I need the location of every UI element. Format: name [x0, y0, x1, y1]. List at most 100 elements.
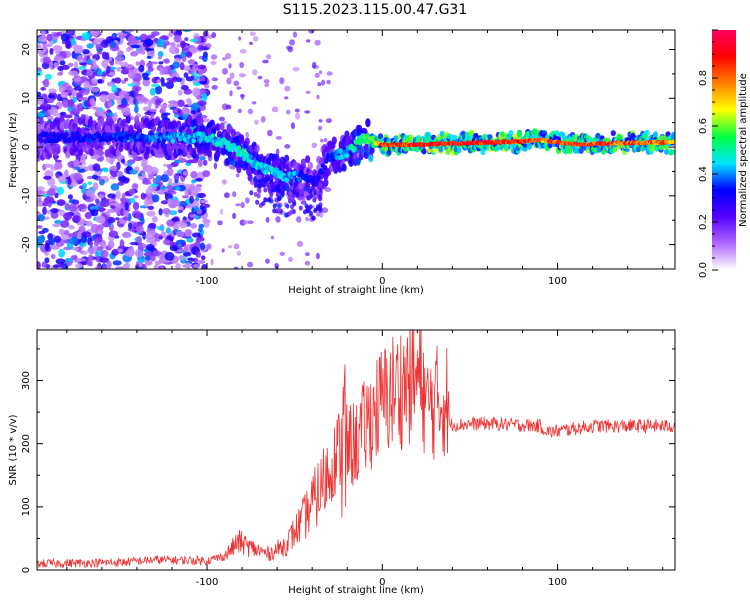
spectrogram-tail-cell	[258, 174, 263, 180]
spectrogram-noise-cell	[67, 194, 73, 200]
spectrogram-ridge-cell	[145, 146, 151, 155]
spectrogram-noise-cell	[245, 197, 250, 204]
spectrogram-ridge-cell	[171, 142, 177, 151]
spectrogram-noise-cell	[116, 67, 121, 72]
spectrogram-ridge-cell	[77, 148, 84, 157]
spectrogram-noise-cell	[147, 99, 152, 108]
spectrogram-noise-cell	[44, 196, 55, 203]
spectrogram-noise-cell	[326, 79, 331, 85]
spectrogram-tail-cell	[275, 192, 280, 198]
spectrogram-noise-cell	[262, 59, 269, 64]
spectrogram-noise-cell	[66, 85, 73, 94]
spectrogram-noise-cell	[59, 60, 66, 66]
spectrogram-noise-cell	[110, 205, 115, 209]
spectrogram-tail-cell	[309, 210, 313, 216]
spectrogram-ridge-cell	[171, 120, 177, 129]
spectrogram-noise-cell	[154, 85, 163, 95]
spectrogram-noise-cell	[154, 238, 161, 242]
spectrogram-noise-cell	[47, 119, 52, 124]
spectrogram-tail-cell	[266, 197, 271, 203]
spectrogram-noise-cell	[73, 75, 81, 79]
spectrogram-noise-cell	[211, 77, 218, 82]
spectrogram-noise-cell	[45, 73, 52, 81]
spectrogram-noise-cell	[203, 221, 210, 228]
spectrogram-ridge-core	[240, 148, 246, 154]
spectrogram-ridge-cell	[421, 148, 427, 155]
spectrogram-tail-cell	[277, 195, 282, 201]
spectrogram-ridge-cell	[37, 123, 41, 132]
spectrogram-noise-cell	[91, 87, 100, 93]
spectrogram-noise-cell	[321, 207, 329, 214]
spectrogram-noise-cell	[57, 175, 66, 183]
spectrogram-tail-cell	[301, 196, 306, 202]
spectrogram-noise-cell	[106, 65, 111, 74]
spectrogram-noise-cell	[89, 97, 96, 106]
spectrogram-noise-cell	[132, 96, 137, 105]
spectrogram-ridge-cell	[610, 130, 616, 137]
x-tick-label: 0	[379, 276, 385, 287]
spectrogram-noise-cell	[145, 187, 153, 197]
spectrogram-ridge-cell	[97, 147, 103, 156]
spectrogram-noise-cell	[169, 46, 179, 55]
spectrogram-noise-cell	[98, 107, 103, 112]
spectrogram-noise-cell	[236, 86, 242, 90]
spectrogram-noise-cell	[128, 197, 136, 204]
spectrogram-noise-cell	[42, 44, 47, 53]
spectrogram-noise-cell	[93, 239, 100, 247]
spectrogram-noise-cell	[96, 51, 103, 55]
spectrogram-noise-cell	[257, 75, 263, 80]
spectrogram-noise-cell	[185, 76, 194, 82]
spectrogram-noise-cell	[274, 262, 279, 269]
spectrogram-noise-cell	[90, 209, 99, 217]
spectrogram-noise-cell	[43, 175, 52, 180]
spectrogram-noise-cell	[171, 217, 179, 222]
spectrogram-noise-cell	[85, 198, 93, 203]
spectrogram-noise-cell	[200, 255, 206, 261]
spectrogram-noise-cell	[90, 223, 99, 233]
page-title: S115.2023.115.00.47.G31	[282, 2, 468, 18]
spectrogram-tail-cell	[292, 189, 297, 195]
spectrogram-noise-cell	[196, 260, 206, 264]
spectrogram-noise-cell	[294, 108, 300, 113]
spectrogram-ridge-cell	[284, 154, 290, 163]
spectrogram-noise-cell	[166, 219, 175, 227]
snr-x-label: Height of straight line (km)	[288, 585, 424, 596]
spectrogram-ridge-cell	[516, 130, 523, 137]
spectrogram-ridge-cell	[198, 117, 204, 126]
spectrogram-ridge-cell	[305, 155, 311, 164]
spectrogram-noise-cell	[228, 63, 232, 69]
spectrogram-noise-cell	[178, 255, 186, 261]
y-tick-label: 0	[21, 144, 32, 150]
spectrogram-noise-cell	[205, 43, 212, 49]
spectrogram-noise-cell	[124, 30, 135, 33]
spectrogram-ridge-cell	[38, 117, 44, 126]
spectrogram-ridge-cell	[132, 153, 138, 162]
spectrogram-noise-cell	[59, 111, 67, 116]
spectrogram-ridge-cell	[69, 147, 75, 156]
spectrogram-noise-cell	[63, 229, 70, 236]
spectrogram-ridge-cell	[323, 178, 329, 187]
spectrogram-noise-cell	[54, 235, 61, 243]
snr-series-line	[37, 330, 675, 569]
spectrogram-noise-cell	[114, 77, 122, 84]
spectrogram-noise-cell	[73, 247, 79, 251]
spectrogram-noise-cell	[142, 78, 151, 87]
spectrogram-tail-cell	[261, 201, 266, 206]
spectrogram-noise-cell	[50, 211, 59, 219]
colorbar-tick-label: 0.0	[698, 262, 709, 278]
spectrogram-noise-cell	[203, 203, 211, 208]
spectrogram-noise-cell	[150, 254, 156, 262]
spectrogram-noise-cell	[126, 47, 132, 52]
spectrogram-noise-cell	[42, 78, 50, 88]
spectrogram-noise-cell	[103, 111, 108, 115]
spectrogram-tail-cell	[270, 183, 275, 189]
spectrogram-ridge-cell	[368, 154, 374, 163]
colorbar-gradient	[712, 30, 736, 270]
spectrogram-noise-cell	[326, 71, 333, 76]
spectrogram-noise-cell	[47, 177, 56, 187]
spectrogram-noise-cell	[37, 186, 45, 191]
spectrogram-noise-cell	[188, 46, 198, 54]
spectrogram-noise-cell	[317, 82, 322, 87]
spectrogram-ridge-cell	[275, 157, 281, 166]
spectrogram-noise-cell	[98, 194, 105, 199]
